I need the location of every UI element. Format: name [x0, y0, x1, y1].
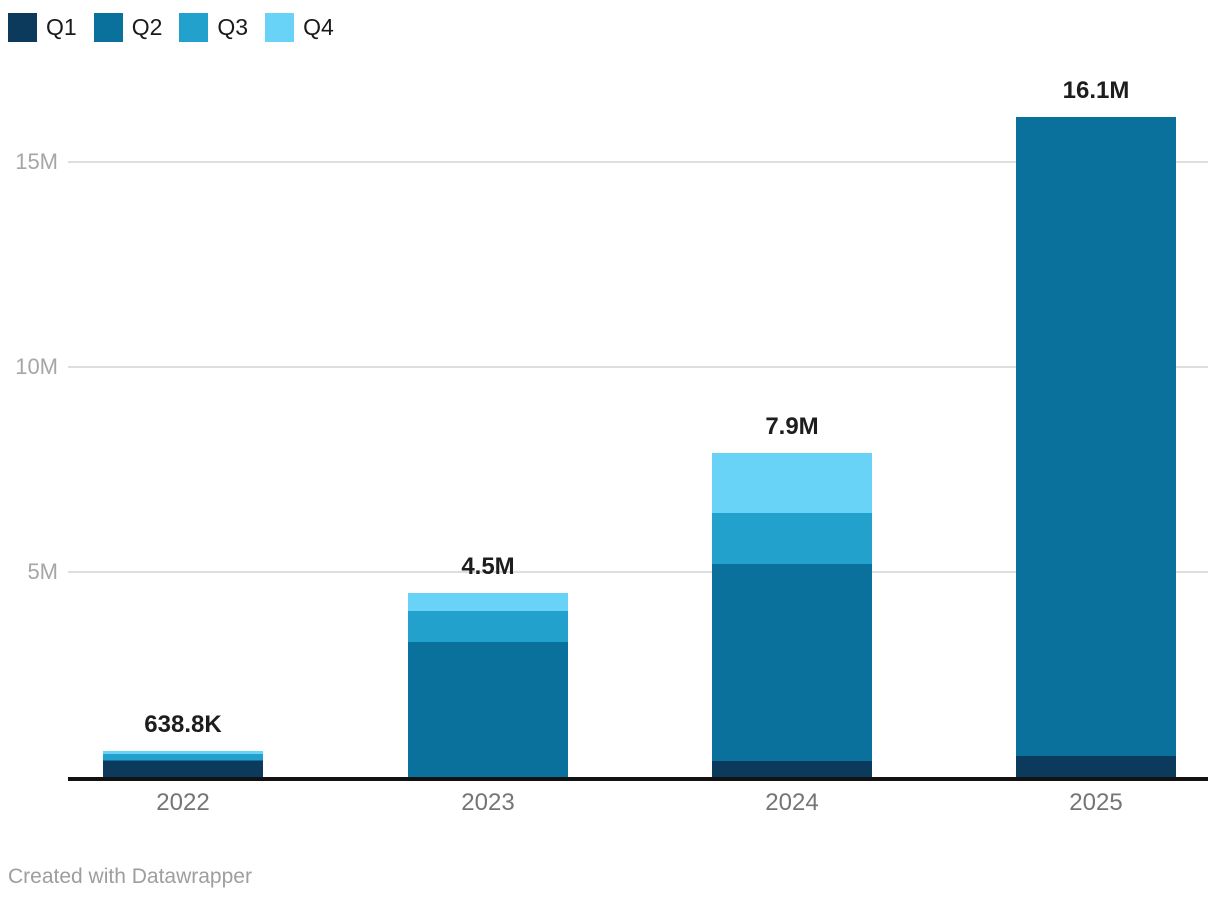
legend-item-q3: Q3: [179, 13, 248, 42]
bar-segment-q1-2025: [1016, 755, 1176, 777]
x-axis-baseline: [68, 777, 1208, 781]
bar-segment-q2-2023: [408, 641, 568, 777]
legend-label: Q4: [303, 14, 334, 40]
legend-swatch-q4: [265, 13, 295, 42]
bar-segment-q3-2023: [408, 610, 568, 642]
gridline-10m: [68, 366, 1208, 368]
x-axis-label-2023: 2023: [461, 789, 515, 816]
bar-segment-q3-2022: [103, 754, 263, 760]
bar-segment-q1-2022: [103, 760, 263, 777]
bar-total-label-2022: 638.8K: [144, 710, 222, 738]
bar-total-label-2023: 4.5M: [461, 552, 515, 580]
legend: Q1 Q2 Q3 Q4: [8, 13, 334, 42]
gridline-5m: [68, 571, 1208, 573]
footer: Created with Datawrapper: [8, 865, 252, 889]
bar-segment-q4-2024: [712, 453, 872, 513]
legend-swatch-q2: [93, 13, 123, 42]
bar-segment-q1-2024: [712, 761, 872, 777]
bar-segment-q2-2024: [712, 563, 872, 761]
legend-item-q4: Q4: [265, 13, 334, 42]
y-tick-label: 15M: [15, 149, 58, 174]
bar-segment-q2-2025: [1016, 116, 1176, 756]
credit-text: Created with Datawrapper: [8, 865, 252, 888]
x-axis-label-2022: 2022: [156, 789, 210, 816]
y-tick-label: 10M: [15, 354, 58, 379]
legend-label: Q2: [131, 14, 163, 40]
legend-label: Q1: [46, 14, 77, 40]
x-axis-label-2025: 2025: [1069, 789, 1123, 816]
bar-segment-q3-2024: [712, 512, 872, 564]
bar-segment-q4-2023: [408, 592, 568, 611]
legend-swatch-q1: [8, 13, 37, 42]
bar-total-label-2024: 7.9M: [765, 413, 819, 441]
legend-item-q1: Q1: [8, 13, 77, 42]
gridline-15m: [68, 161, 1208, 163]
bar-segment-q2-2022: [103, 759, 263, 761]
legend-label: Q3: [217, 14, 249, 40]
bar-segment-q4-2022: [103, 750, 263, 755]
bar-total-label-2025: 16.1M: [1062, 76, 1130, 104]
legend-swatch-q3: [179, 13, 209, 42]
x-axis-label-2024: 2024: [765, 789, 819, 816]
legend-item-q2: Q2: [93, 13, 163, 42]
y-tick-label: 5M: [27, 559, 58, 584]
